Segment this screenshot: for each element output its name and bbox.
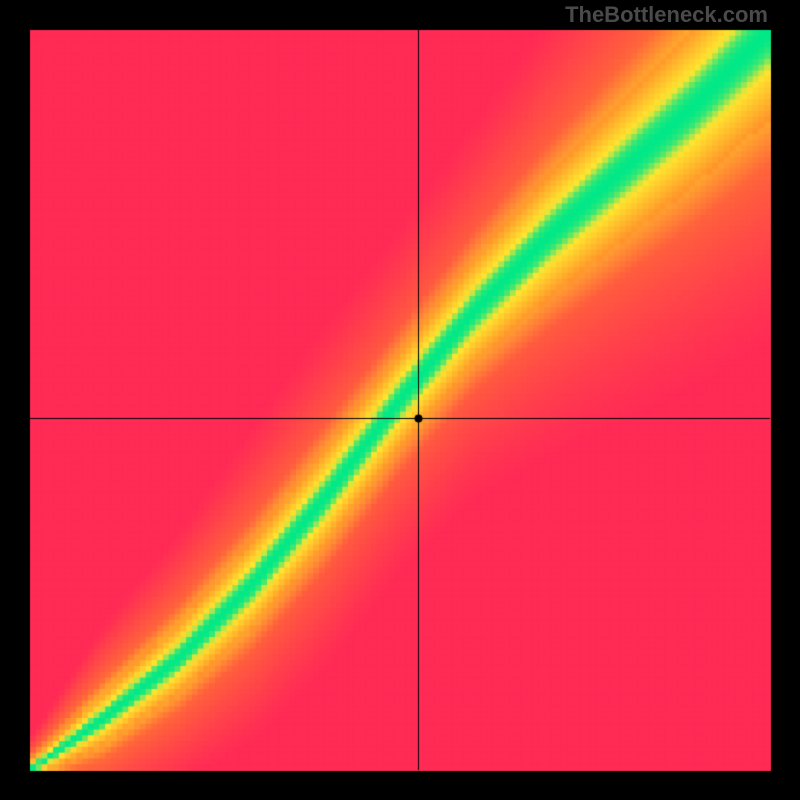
bottleneck-heatmap: [0, 0, 800, 800]
watermark-text: TheBottleneck.com: [565, 2, 768, 28]
chart-container: TheBottleneck.com: [0, 0, 800, 800]
